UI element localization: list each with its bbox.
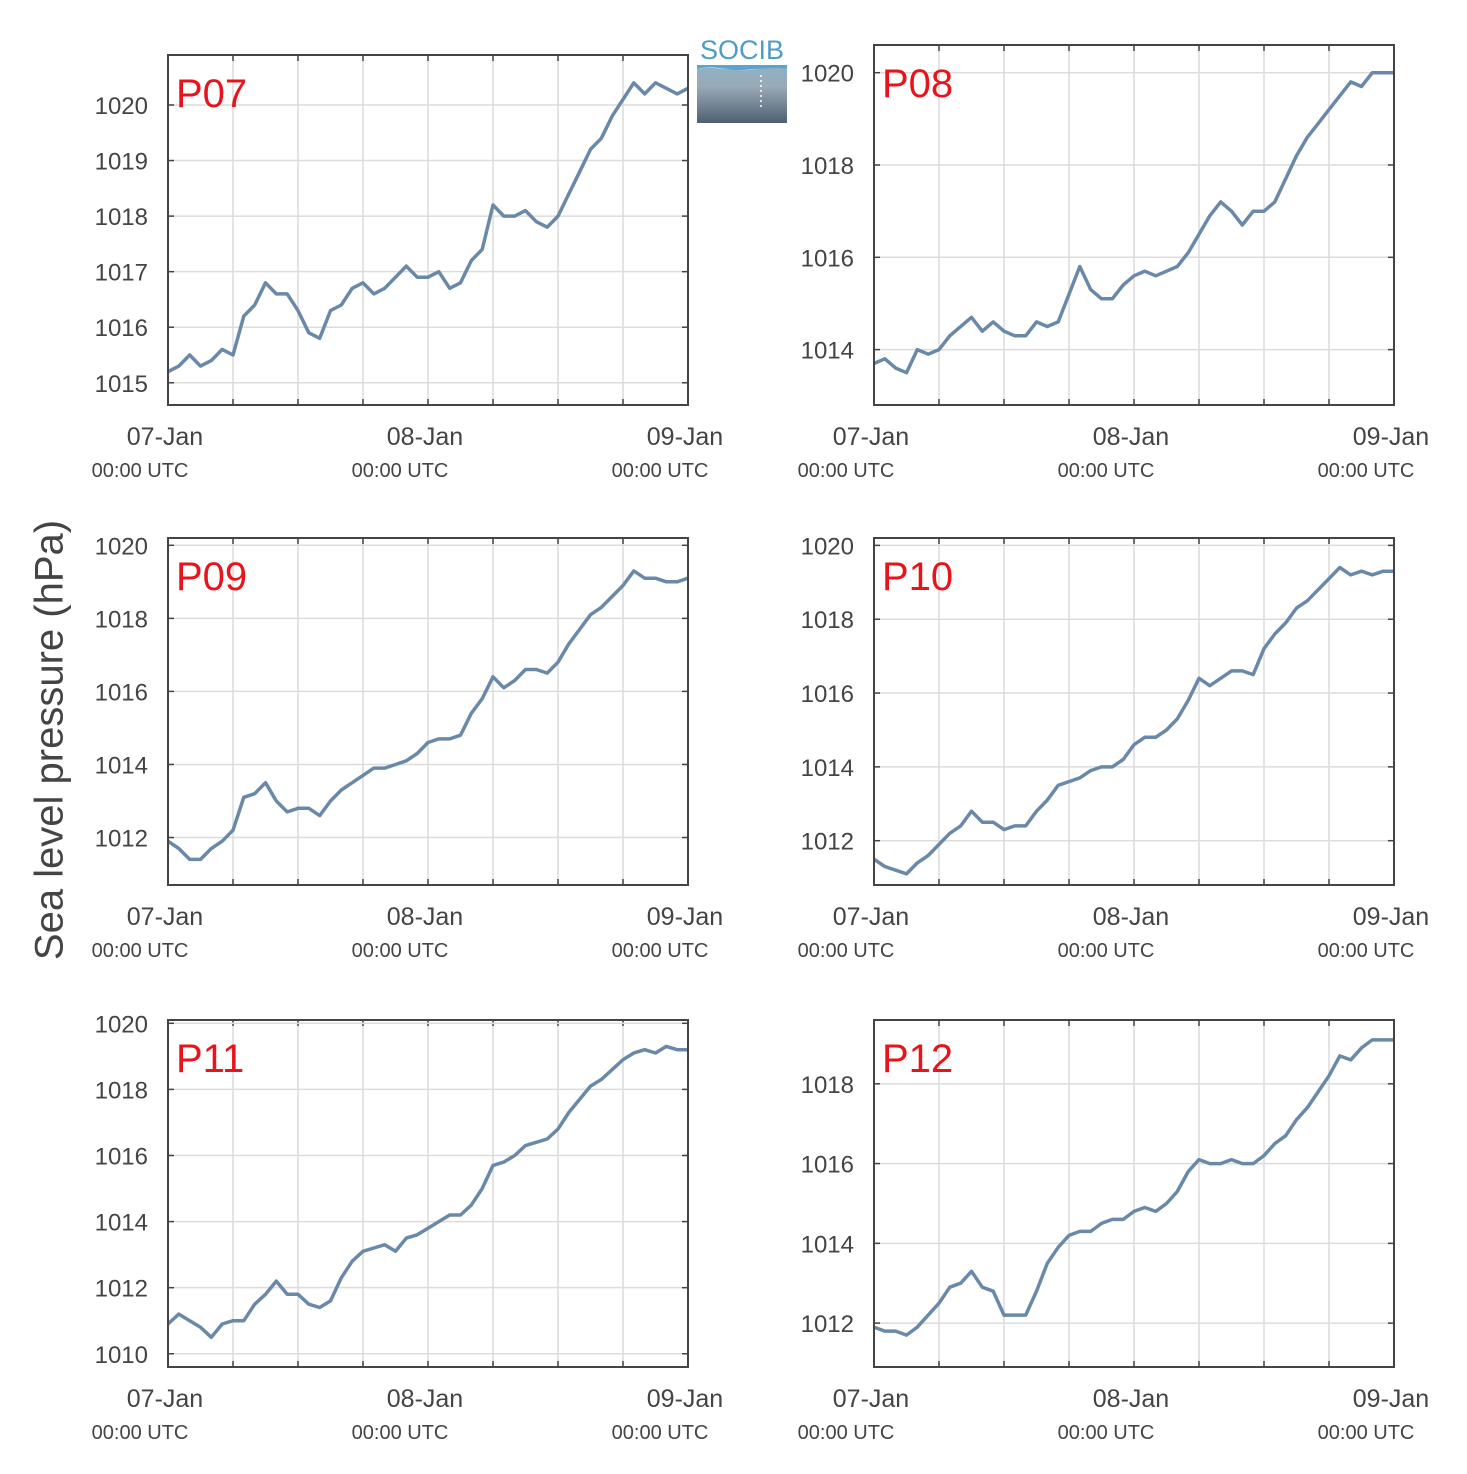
y-tick-label: 1014: [95, 752, 148, 779]
y-tick-label: 1016: [95, 679, 148, 706]
x-tick-time-label: 00:00 UTC: [352, 460, 449, 482]
y-tick-label: 1018: [801, 153, 854, 180]
x-tick-date-label: 09-Jan: [1353, 1385, 1429, 1413]
y-tick-label: 1018: [95, 204, 148, 231]
x-tick-time-label: 00:00 UTC: [1058, 460, 1155, 482]
x-tick-date-label: 07-Jan: [127, 423, 203, 451]
pressure-series-line: [873, 70, 1394, 375]
y-tick-label: 1014: [95, 1210, 148, 1237]
plot-frame: [873, 44, 1395, 406]
y-tick-label: 1012: [801, 1311, 854, 1338]
y-tick-label: 1019: [95, 149, 148, 176]
x-tick-time-label: 00:00 UTC: [612, 940, 709, 962]
pressure-series-line: [873, 1038, 1394, 1337]
x-tick-date-label: 08-Jan: [387, 903, 463, 931]
x-tick-time-label: 00:00 UTC: [798, 940, 895, 962]
plot-frame: [873, 537, 1395, 886]
plot-frame: [167, 54, 689, 406]
pressure-series-line: [167, 81, 689, 374]
x-tick-date-label: 09-Jan: [647, 423, 723, 451]
x-tick-time-label: 00:00 UTC: [1318, 1422, 1415, 1444]
x-tick-date-label: 09-Jan: [647, 1385, 723, 1413]
x-tick-date-label: 09-Jan: [647, 903, 723, 931]
y-axis-label-container: Sea level pressure (hPa): [10, 500, 90, 980]
y-tick-label: 1018: [95, 1077, 148, 1104]
panel-p12: 1012 1014 1016 1018 P12 07-Jan 00:00 UTC 08-Jan…: [798, 1019, 1429, 1444]
y-tick-label: 1017: [95, 260, 148, 287]
y-tick-label: 1010: [95, 1342, 148, 1369]
socib-logo: SOCIB: [697, 35, 787, 125]
x-tick-date-label: 08-Jan: [387, 423, 463, 451]
panel-p07: 1015 1016 1017 1018 1019 1020 P07 07-Jan 00:00 U…: [92, 54, 723, 482]
x-tick-date-label: 08-Jan: [1093, 903, 1169, 931]
y-tick-label: 1016: [95, 315, 148, 342]
x-tick-time-label: 00:00 UTC: [1058, 940, 1155, 962]
panel-label: P09: [176, 555, 247, 599]
y-tick-label: 1012: [95, 1276, 148, 1303]
y-tick-label: 1020: [95, 533, 148, 560]
x-tick-time-label: 00:00 UTC: [612, 460, 709, 482]
x-tick-time-label: 00:00 UTC: [352, 940, 449, 962]
y-tick-label: 1016: [801, 1152, 854, 1179]
panel-p10: 1012 1014 1016 1018 1020 P10 07-Jan 00:00 UTC 08…: [798, 533, 1430, 962]
x-tick-time-label: 00:00 UTC: [92, 1422, 189, 1444]
x-tick-time-label: 00:00 UTC: [92, 940, 189, 962]
x-tick-date-label: 07-Jan: [833, 903, 909, 931]
x-tick-time-label: 00:00 UTC: [92, 460, 189, 482]
pressure-series-line: [873, 565, 1394, 876]
plot-frame: [873, 1019, 1395, 1368]
y-tick-label: 1012: [95, 826, 148, 853]
y-tick-label: 1018: [801, 607, 854, 634]
x-tick-date-label: 08-Jan: [1093, 423, 1169, 451]
x-tick-date-label: 08-Jan: [1093, 1385, 1169, 1413]
y-tick-label: 1016: [95, 1143, 148, 1170]
x-tick-date-label: 07-Jan: [833, 423, 909, 451]
y-tick-label: 1020: [95, 93, 148, 120]
y-tick-label: 1020: [801, 533, 854, 560]
x-tick-date-label: 07-Jan: [127, 1385, 203, 1413]
panel-label: P10: [882, 555, 953, 599]
y-tick-label: 1020: [95, 1011, 148, 1038]
x-tick-time-label: 00:00 UTC: [352, 1422, 449, 1444]
x-tick-time-label: 00:00 UTC: [1318, 460, 1415, 482]
y-tick-label: 1015: [95, 371, 148, 398]
y-tick-label: 1014: [801, 1231, 854, 1258]
y-tick-label: 1018: [95, 606, 148, 633]
panel-label: P07: [176, 72, 247, 116]
y-axis-label: Sea level pressure (hPa): [27, 519, 72, 961]
y-tick-label: 1020: [801, 61, 854, 88]
x-tick-date-label: 09-Jan: [1353, 423, 1429, 451]
x-tick-date-label: 07-Jan: [833, 1385, 909, 1413]
logo-wave-icon: [697, 65, 787, 123]
pressure-series-line: [166, 1044, 688, 1340]
y-tick-label: 1016: [801, 245, 854, 272]
y-tick-label: 1018: [801, 1072, 854, 1099]
panel-p08: 1014 1016 1018 1020 P08 07-Jan 00:00 UTC 08-Jan…: [798, 44, 1429, 482]
x-tick-time-label: 00:00 UTC: [798, 460, 895, 482]
panel-p11: 1010 1012 1014 1016 1018 1020 P11 07-Jan 00:00 U…: [92, 1011, 724, 1444]
y-tick-label: 1016: [801, 681, 854, 708]
logo-text: SOCIB: [699, 35, 785, 65]
x-tick-time-label: 00:00 UTC: [1318, 940, 1415, 962]
y-tick-label: 1012: [801, 829, 854, 856]
panel-p09: 1012 1014 1016 1018 1020 P09 07-Jan 00:00 UTC 08…: [92, 533, 724, 962]
x-tick-date-label: 09-Jan: [1353, 903, 1429, 931]
y-tick-label: 1014: [801, 755, 854, 782]
x-tick-time-label: 00:00 UTC: [1058, 1422, 1155, 1444]
y-tick-label: 1014: [801, 338, 854, 365]
x-tick-time-label: 00:00 UTC: [612, 1422, 709, 1444]
plot-frame: [167, 1019, 689, 1368]
x-tick-date-label: 07-Jan: [127, 903, 203, 931]
panel-label: P12: [882, 1037, 953, 1081]
panel-label: P11: [176, 1037, 244, 1081]
x-tick-date-label: 08-Jan: [387, 1385, 463, 1413]
plot-frame: [167, 537, 689, 886]
pressure-series-line: [167, 569, 689, 862]
x-tick-time-label: 00:00 UTC: [798, 1422, 895, 1444]
panel-label: P08: [882, 62, 953, 106]
